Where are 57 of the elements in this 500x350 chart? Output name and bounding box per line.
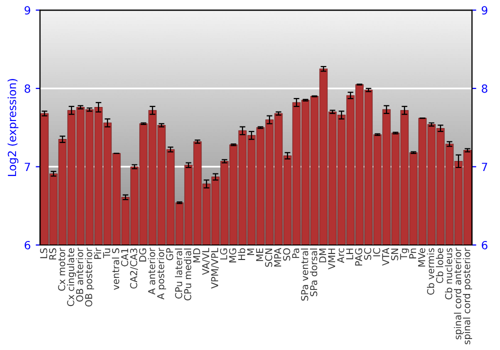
x-tick-label: Hb xyxy=(238,248,246,260)
x-tick-label: OB posterior xyxy=(84,248,94,307)
x-tick-label: SCN xyxy=(265,248,272,267)
x-tick-label: Arc xyxy=(337,248,344,264)
y-tick-label: 8 xyxy=(24,84,30,93)
x-tick-label: DG xyxy=(139,248,146,262)
x-tick-label: GP xyxy=(166,248,174,260)
x-tick-label: CPu medial xyxy=(184,248,192,300)
x-tick-label: OB anterior xyxy=(76,248,84,302)
x-tick-label: VA/VL xyxy=(202,248,210,275)
x-tick-label: CA2/CA3 xyxy=(130,248,138,289)
x-tick-label: LH xyxy=(346,248,354,260)
x-tick-label: Cx motor xyxy=(58,248,66,291)
x-tick-label: DM xyxy=(319,248,326,262)
x-tick-label: MD xyxy=(193,248,200,262)
x-tick-label: Cb vermis xyxy=(426,248,434,295)
x-tick-label: MG xyxy=(229,248,236,262)
x-tick-label: A posterior xyxy=(156,248,166,300)
x-tick-label: Cb nucleus xyxy=(444,248,452,300)
x-tick-label: Cb lobe xyxy=(436,248,444,284)
x-tick-label: ventral S xyxy=(112,248,120,290)
y2-tick-label: 8 xyxy=(482,84,488,93)
y-tick-label: 6 xyxy=(24,240,30,250)
x-tick-label: Cx cingulate xyxy=(66,248,76,306)
x-tick-label: VTA xyxy=(382,248,390,266)
x-tick-label: MPA xyxy=(274,248,282,267)
x-tick-label: ME xyxy=(256,248,264,261)
x-tick-label: RS xyxy=(49,248,56,260)
x-tick-label: SC xyxy=(364,248,372,260)
x-tick-label: SN xyxy=(391,248,398,260)
x-tick-label: spinal cord anterior xyxy=(454,248,464,340)
x-tick-label: Tu xyxy=(103,248,110,258)
x-tick-label: IC xyxy=(373,248,380,256)
x-tick-label: spinal cord posterior xyxy=(462,248,472,344)
y-tick-label: 7 xyxy=(24,162,30,171)
y-axis-title: Log2 (expression) xyxy=(8,79,18,176)
x-tick-label: SPa dorsal xyxy=(310,248,318,296)
x-tick-label: Pir xyxy=(94,248,102,259)
x-tick-label: M xyxy=(247,248,254,255)
x-tick-label: MVe xyxy=(418,248,426,267)
x-tick-label: Pn xyxy=(409,248,416,258)
x-tick-label: PAG xyxy=(355,248,362,266)
x-tick-label: CPu lateral xyxy=(174,248,182,299)
y2-tick-label: 7 xyxy=(482,162,488,171)
x-tick-label: SO xyxy=(283,248,290,261)
x-tick-label: Pa xyxy=(292,248,300,258)
y2-tick-label: 6 xyxy=(482,240,488,250)
x-tick-label: A anterior xyxy=(148,248,156,295)
x-tick-label: LG xyxy=(220,248,228,260)
x-tick-label: SPa ventral xyxy=(300,248,308,301)
y2-tick-label: 9 xyxy=(482,6,488,15)
y-tick-label: 9 xyxy=(24,6,30,15)
x-tick-label: VMH xyxy=(328,248,336,270)
x-tick-label: Tg xyxy=(400,248,410,260)
x-tick-label: LS xyxy=(40,248,48,258)
x-tick-label: CA1 xyxy=(121,248,128,266)
x-tick-label: VPM/VPL xyxy=(211,248,219,289)
